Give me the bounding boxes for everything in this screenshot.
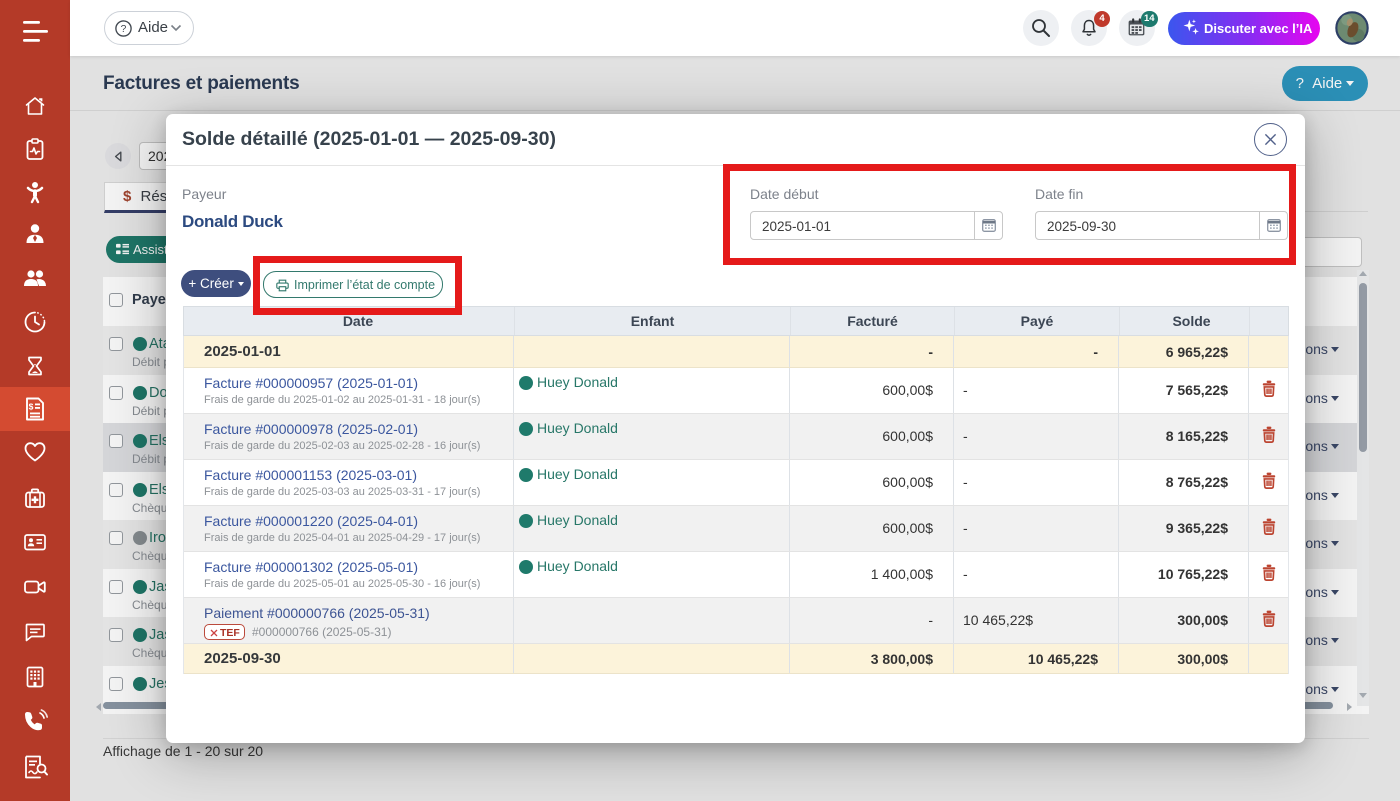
svg-text:$: $ <box>29 402 34 412</box>
svg-text:?: ? <box>121 24 127 35</box>
